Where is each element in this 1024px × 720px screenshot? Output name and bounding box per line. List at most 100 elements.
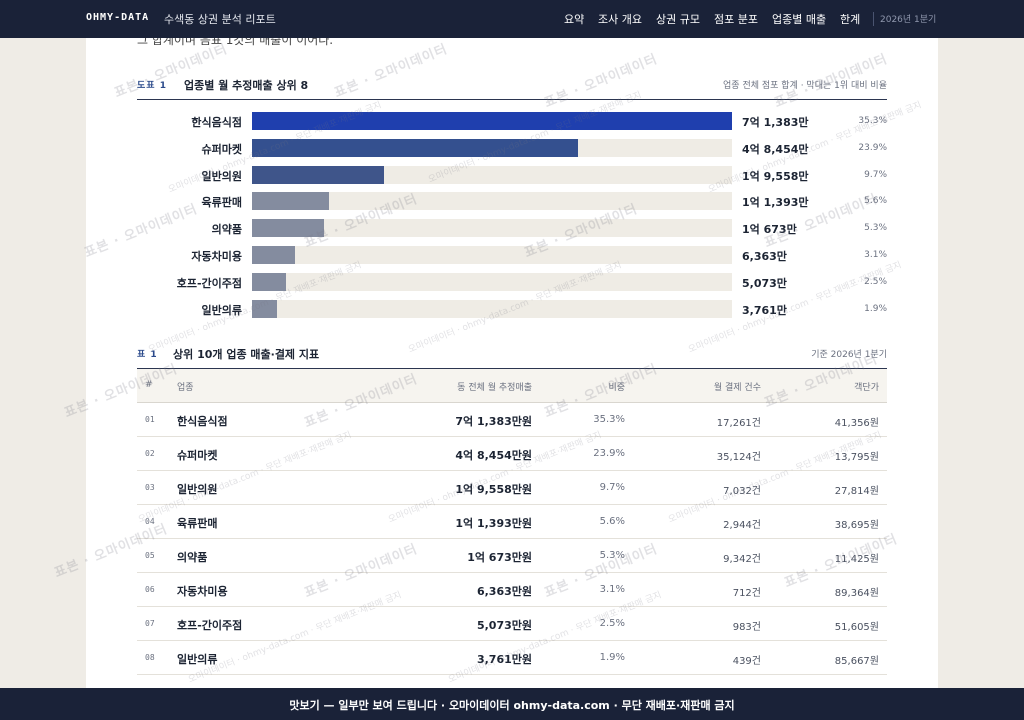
table-row[interactable]: 02 슈퍼마켓 4억 8,454만원 23.9% 35,124건 13,795원 [137, 437, 887, 471]
table-row[interactable]: 05 의약품 1억 673만원 5.3% 9,342건 11,425원 [137, 539, 887, 573]
nav-link-store-distribution[interactable]: 점포 분포 [714, 13, 758, 26]
nav-link-sales-by-industry[interactable]: 업종별 매출 [772, 13, 827, 26]
bar-value: 3,761만 [742, 303, 787, 317]
row-sales: 7억 1,383만원 [455, 415, 532, 428]
period-label: 2026년 1분기 [880, 15, 937, 25]
row-sales: 5,073만원 [476, 619, 532, 632]
bar-label: 육류판매 [201, 196, 242, 210]
bar-fill [252, 138, 578, 157]
table-column-header: # 업종 동 전체 월 추정매출 비중 월 결제 건수 객단가 [137, 369, 887, 403]
bar-track [252, 246, 732, 264]
bar-share: 1.9% [864, 303, 887, 314]
bar-value: 1억 673만 [742, 223, 797, 237]
row-rank: 07 [145, 619, 155, 628]
table-row[interactable]: 04 육류판매 1억 1,393만원 5.6% 2,944건 38,695원 [137, 505, 887, 539]
figure-title: 업종별 월 추정매출 상위 8 [184, 79, 309, 92]
bar-track [252, 272, 732, 291]
bar-fill [252, 165, 384, 184]
bar-label: 슈퍼마켓 [201, 142, 242, 156]
bar-fill [252, 112, 732, 130]
nav-link-market-size[interactable]: 상권 규모 [656, 13, 700, 26]
table-row[interactable]: 08 일반의류 3,761만원 1.9% 439건 85,667원 [137, 641, 887, 675]
report-title: 수색동 상권 분석 리포트 [164, 13, 276, 26]
table-row[interactable]: 06 자동차미용 6,363만원 3.1% 712건 89,364원 [137, 573, 887, 607]
nav-divider [873, 12, 874, 26]
figure-rule [137, 99, 887, 100]
bar-value: 7억 1,383만 [742, 116, 809, 129]
col-header-count: 월 결제 건수 [713, 383, 761, 393]
row-sales: 4억 8,454만원 [455, 449, 532, 462]
row-industry: 자동차미용 [177, 585, 228, 598]
row-share: 5.6% [599, 516, 625, 527]
bar-label: 의약품 [211, 223, 242, 237]
row-industry: 일반의류 [177, 653, 218, 666]
table-row[interactable]: 07 호프-간이주점 5,073만원 2.5% 983건 51,605원 [137, 607, 887, 641]
bar-fill [252, 246, 295, 264]
bar-track [252, 138, 732, 157]
brand-logo[interactable]: OHMY-DATA [86, 12, 150, 23]
bar-label: 일반의류 [201, 303, 242, 317]
top-nav-bar: OHMY-DATA 수색동 상권 분석 리포트 요약 조사 개요 상권 규모 점… [0, 0, 1024, 38]
row-avg: 11,425원 [834, 554, 879, 565]
bar-share: 23.9% [858, 142, 887, 153]
table-row[interactable]: 01 한식음식점 7억 1,383만원 35.3% 17,261건 41,356원 [137, 403, 887, 437]
row-avg: 85,667원 [834, 656, 879, 667]
row-avg: 51,605원 [834, 622, 879, 633]
bar-share: 5.6% [864, 196, 887, 207]
col-header-avg: 객단가 [854, 383, 879, 393]
bar-share: 2.5% [864, 276, 887, 287]
row-industry: 한식음식점 [177, 415, 228, 428]
row-sales: 1억 1,393만원 [455, 517, 532, 530]
bar-track [252, 112, 732, 130]
bar-label: 호프-간이주점 [176, 276, 242, 290]
row-count: 2,944건 [723, 520, 761, 531]
table-tag: 표 1 [137, 350, 158, 360]
col-header-share: 비중 [608, 383, 625, 393]
bar-value: 1억 9,558만 [742, 169, 809, 183]
row-share: 2.5% [599, 618, 625, 629]
row-industry: 호프-간이주점 [177, 619, 243, 632]
col-header-rank: # [145, 380, 153, 390]
bar-track [252, 219, 732, 238]
row-count: 712건 [732, 588, 761, 599]
row-industry: 육류판매 [177, 517, 218, 530]
row-rank: 04 [145, 517, 155, 526]
nav-link-summary[interactable]: 요약 [564, 13, 585, 26]
preview-notice-text: 맛보기 — 일부만 보여 드립니다 · 오마이데이터 ohmy-data.com… [289, 699, 735, 712]
nav-link-limitations[interactable]: 한계 [840, 13, 861, 26]
bar-fill [252, 192, 329, 211]
row-share: 5.3% [599, 550, 625, 561]
row-share: 3.1% [599, 584, 625, 595]
row-share: 35.3% [593, 414, 625, 425]
report-page: 그 합계이며 음표 1갓의 매출이 이어다. 도표 1 업종별 월 추정매출 상… [86, 38, 938, 688]
row-avg: 38,695원 [834, 520, 879, 531]
row-count: 7,032건 [723, 486, 761, 497]
row-count: 9,342건 [723, 554, 761, 565]
row-share: 23.9% [593, 448, 625, 459]
table-header: 표 1 상위 10개 업종 매출·결제 지표 기준 2026년 1분기 [137, 345, 887, 369]
body-text-cut: 그 합계이며 음표 1갓의 매출이 이어다. [137, 38, 334, 47]
bar-chart: 한식음식점 7억 1,383만 35.3% 슈퍼마켓 4억 8,454만 23.9% 일반의… [86, 38, 938, 338]
row-count: 983건 [732, 622, 761, 633]
table-row[interactable]: 03 일반의원 1억 9,558만원 9.7% 7,032건 27,814원 [137, 471, 887, 505]
row-sales: 1억 673만원 [467, 551, 532, 564]
bar-share: 3.1% [864, 250, 887, 260]
bar-value: 5,073만 [742, 276, 787, 290]
bar-label: 자동차미용 [191, 250, 242, 263]
figure-note: 업종 전체 점포 합계 · 막대는 1위 대비 비율 [723, 81, 887, 91]
bar-share: 5.3% [864, 223, 887, 234]
row-avg: 13,795원 [834, 452, 879, 463]
row-industry: 슈퍼마켓 [177, 449, 218, 462]
row-rank: 08 [145, 653, 155, 662]
figure-tag: 도표 1 [137, 81, 167, 91]
nav-link-survey-overview[interactable]: 조사 개요 [598, 13, 642, 26]
col-header-sales: 동 전체 월 추정매출 [457, 383, 532, 393]
col-header-industry: 업종 [177, 383, 194, 393]
row-industry: 의약품 [177, 551, 208, 564]
row-sales: 6,363만원 [476, 585, 532, 598]
bar-value: 6,363만 [742, 250, 787, 263]
table-title: 상위 10개 업종 매출·결제 지표 [173, 348, 320, 361]
row-share: 1.9% [599, 652, 625, 663]
row-industry: 일반의원 [177, 483, 218, 496]
row-avg: 89,364원 [834, 588, 879, 599]
